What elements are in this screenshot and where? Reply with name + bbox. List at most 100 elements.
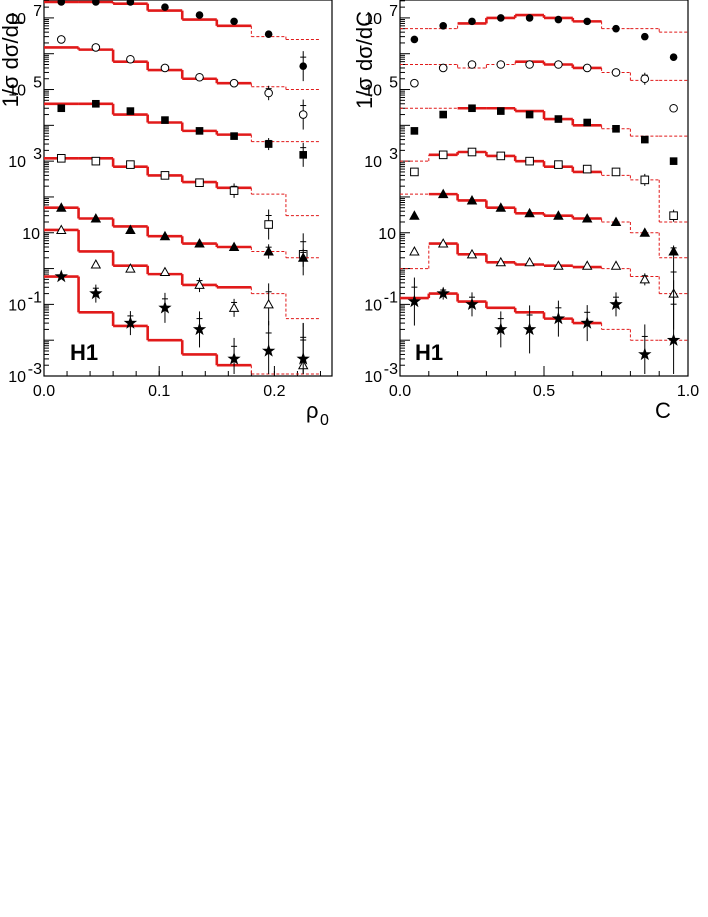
right-data-point-triangle-open bbox=[610, 260, 622, 270]
left-data-point-triangle-filled bbox=[125, 224, 136, 234]
right-data-point-square-open bbox=[640, 175, 650, 185]
left-ylabel-group: 1/σ dσ/dρ bbox=[0, 13, 23, 108]
left-data-point-star bbox=[54, 269, 68, 283]
right-data-point-circle-open bbox=[410, 78, 419, 88]
right-data-point-star bbox=[407, 294, 422, 308]
left-data-point-circle-filled bbox=[299, 62, 308, 70]
left-data-point-square-filled bbox=[230, 132, 238, 140]
right-series-circle-filled bbox=[400, 13, 688, 61]
right-data-point-star bbox=[666, 333, 681, 346]
right-series-star bbox=[400, 277, 688, 374]
right-data-point-circle-filled bbox=[525, 14, 534, 22]
right-y-tick-exponent: -3 bbox=[384, 361, 398, 378]
left-data-point-square-filled bbox=[92, 99, 100, 108]
left-data-point-circle-open bbox=[229, 78, 239, 88]
right-x-tick-label: 0.5 bbox=[533, 383, 555, 400]
right-y-tick-label: 10 bbox=[378, 226, 396, 243]
left-data-point-circle-open bbox=[298, 110, 308, 119]
left-x-tick-label: 0.2 bbox=[263, 383, 285, 400]
right-data-point-triangle-filled bbox=[581, 213, 593, 223]
left-y-tick-exponent: 7 bbox=[33, 3, 42, 20]
right-data-point-circle-filled bbox=[468, 17, 476, 26]
left-data-point-square-open bbox=[195, 178, 204, 188]
right-data-point-triangle-open bbox=[524, 256, 535, 267]
right-data-point-circle-filled bbox=[669, 53, 678, 61]
left-data-point-circle-filled bbox=[57, 0, 66, 6]
left-y-tick-exponent: -3 bbox=[28, 361, 42, 378]
left-data-point-triangle-open bbox=[263, 298, 274, 309]
right-data-point-triangle-filled bbox=[668, 246, 679, 256]
left-data-point-square-open bbox=[160, 171, 170, 180]
right-x-tick-label: 0.0 bbox=[389, 383, 411, 400]
right-data-point-circle-filled bbox=[641, 32, 649, 41]
right-data-point-square-open bbox=[582, 164, 592, 174]
left-data-point-square-open bbox=[91, 156, 101, 166]
right-data-point-triangle-filled bbox=[495, 202, 507, 212]
left-data-point-triangle-open bbox=[56, 224, 67, 234]
left-data-point-triangle-filled bbox=[56, 202, 67, 212]
right-data-point-triangle-filled bbox=[553, 210, 564, 220]
left-data-point-square-open bbox=[229, 186, 239, 195]
left-data-point-triangle-filled bbox=[263, 246, 274, 256]
right-data-point-square-open bbox=[496, 151, 506, 161]
left-data-point-circle-open bbox=[126, 54, 135, 64]
right-data-point-circle-open bbox=[496, 60, 506, 69]
right-data-point-square-open bbox=[525, 156, 534, 166]
right-data-point-square-open bbox=[554, 160, 563, 169]
right-data-point-square-filled bbox=[554, 115, 563, 123]
left-xlabel-subscript: 0 bbox=[320, 412, 329, 429]
left-series-square-open bbox=[44, 154, 321, 276]
right-data-point-triangle-filled bbox=[437, 188, 449, 199]
left-x-tick-label: 0.1 bbox=[148, 383, 170, 400]
right-series-circle-open bbox=[400, 60, 688, 113]
right-data-point-circle-open bbox=[438, 63, 448, 73]
left-data-point-circle-filled bbox=[126, 0, 135, 6]
right-data-point-star bbox=[609, 297, 623, 310]
right-series-square-open bbox=[400, 147, 688, 223]
left-series-square-filled bbox=[44, 99, 321, 167]
left-data-point-circle-open bbox=[160, 63, 170, 73]
left-y-tick-exponent: 5 bbox=[33, 75, 42, 92]
right-data-point-star bbox=[551, 311, 566, 325]
right-data-point-square-open bbox=[669, 211, 678, 220]
right-y-tick-label: 10 bbox=[364, 83, 382, 100]
right-data-point-circle-filled bbox=[612, 24, 620, 33]
left-y-tick-label: 10 bbox=[8, 154, 26, 171]
left-data-point-triangle-open bbox=[159, 266, 171, 277]
left-data-point-star bbox=[296, 351, 310, 365]
left-data-point-star bbox=[123, 316, 138, 329]
right-data-point-square-filled bbox=[468, 104, 476, 113]
right-data-point-square-open bbox=[611, 167, 621, 177]
left-y-tick-label: 10 bbox=[8, 369, 26, 386]
right-y-tick-label: 10 bbox=[364, 154, 382, 171]
left-watermark-label: H1 bbox=[70, 340, 98, 365]
left-y-tick-label: 10 bbox=[8, 297, 26, 314]
left-xlabel: ρ bbox=[306, 398, 319, 423]
right-x-tick-label: 1.0 bbox=[677, 383, 699, 400]
right-series-square-filled bbox=[400, 104, 688, 165]
right-y-tick-exponent: -1 bbox=[384, 289, 398, 306]
right-data-point-circle-open bbox=[467, 60, 477, 69]
right-data-point-circle-filled bbox=[439, 22, 448, 30]
left-series-triangle-filled bbox=[44, 202, 321, 267]
right-data-point-star bbox=[580, 316, 594, 329]
left-data-point-square-filled bbox=[57, 104, 66, 113]
left-data-point-triangle-filled bbox=[194, 238, 205, 248]
left-series-circle-open bbox=[44, 35, 321, 130]
right-data-point-triangle-filled bbox=[524, 207, 535, 218]
left-data-point-square-open bbox=[264, 220, 273, 229]
right-y-tick-label: 10 bbox=[364, 11, 382, 28]
left-data-point-circle-open bbox=[56, 35, 66, 44]
right-data-point-circle-filled bbox=[410, 35, 419, 44]
left-x-tick-label: 0.0 bbox=[33, 383, 55, 400]
right-data-point-square-filled bbox=[641, 135, 649, 144]
left-data-point-star bbox=[227, 351, 241, 365]
right-data-point-square-filled bbox=[612, 125, 620, 133]
right-data-point-star bbox=[638, 347, 652, 361]
right-ylabel: 1/σ dσ/dC bbox=[352, 11, 377, 109]
right-data-point-triangle-filled bbox=[639, 227, 651, 237]
left-y-tick-exponent: 3 bbox=[33, 146, 42, 163]
